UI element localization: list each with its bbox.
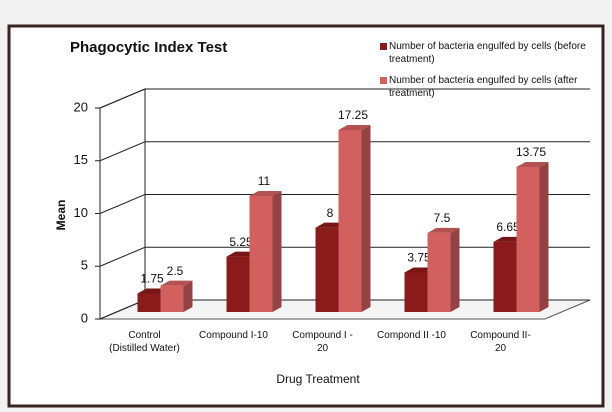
bar-face: [361, 125, 371, 312]
bar-face: [272, 190, 282, 312]
data-label: 11: [258, 174, 271, 188]
x-tick-label: Compound I - 20: [292, 330, 353, 354]
data-label: 13.75: [516, 145, 546, 159]
x-axis-label: Drug Treatment: [276, 372, 360, 386]
y-tick-label: 10: [74, 205, 88, 220]
bar-face: [404, 272, 428, 312]
grid-line: [99, 194, 590, 214]
bar-face: [315, 227, 339, 312]
bar-face: [493, 241, 517, 312]
data-label: 3.75: [407, 251, 431, 265]
legend-label: Number of bacteria engulfed by cells (af…: [389, 75, 578, 99]
bar-face: [539, 161, 549, 312]
bar-face: [516, 166, 540, 312]
chart-title: Phagocytic Index Test: [70, 39, 227, 56]
grid-line: [99, 141, 590, 162]
data-label: 8: [327, 206, 334, 220]
bar: [160, 280, 193, 312]
grid-line: [99, 88, 590, 109]
data-label: 17.25: [338, 108, 368, 122]
data-label: 5.25: [229, 235, 253, 249]
bar-face: [516, 161, 549, 167]
bar-face: [338, 125, 371, 131]
bar-face: [450, 227, 460, 312]
data-label: 2.5: [167, 264, 184, 278]
legend-label: Number of bacteria engulfed by cells (be…: [389, 41, 586, 65]
bar-face: [427, 227, 460, 233]
bar-face: [249, 195, 273, 312]
y-axis-label: Mean: [54, 200, 68, 231]
bar-face: [137, 293, 161, 312]
y-tick-label: 5: [81, 258, 88, 273]
legend-swatch: [380, 43, 387, 50]
bar-face: [427, 232, 451, 312]
data-label: 1.75: [140, 272, 164, 286]
bar: [338, 125, 371, 312]
y-tick-label: 15: [74, 152, 88, 167]
bar-face: [160, 285, 184, 312]
legend-swatch: [380, 77, 387, 84]
bar-face: [338, 130, 362, 312]
x-tick-label: Compond II -10: [377, 330, 446, 341]
y-tick-label: 0: [81, 310, 88, 325]
data-label: 7.5: [434, 211, 451, 225]
x-tick-label: Compound II- 20: [470, 330, 531, 354]
bar: [516, 161, 549, 312]
bar: [427, 227, 460, 312]
x-tick-label: Compound I-10: [199, 330, 268, 341]
bar: [249, 190, 282, 312]
data-label: 6.65: [496, 220, 520, 234]
bar-face: [249, 190, 282, 196]
bar-face: [160, 280, 193, 286]
bar-face: [183, 280, 193, 312]
bar-face: [226, 256, 250, 312]
y-tick-label: 20: [74, 99, 88, 114]
x-tick-label: Control (Distilled Water): [109, 330, 180, 354]
